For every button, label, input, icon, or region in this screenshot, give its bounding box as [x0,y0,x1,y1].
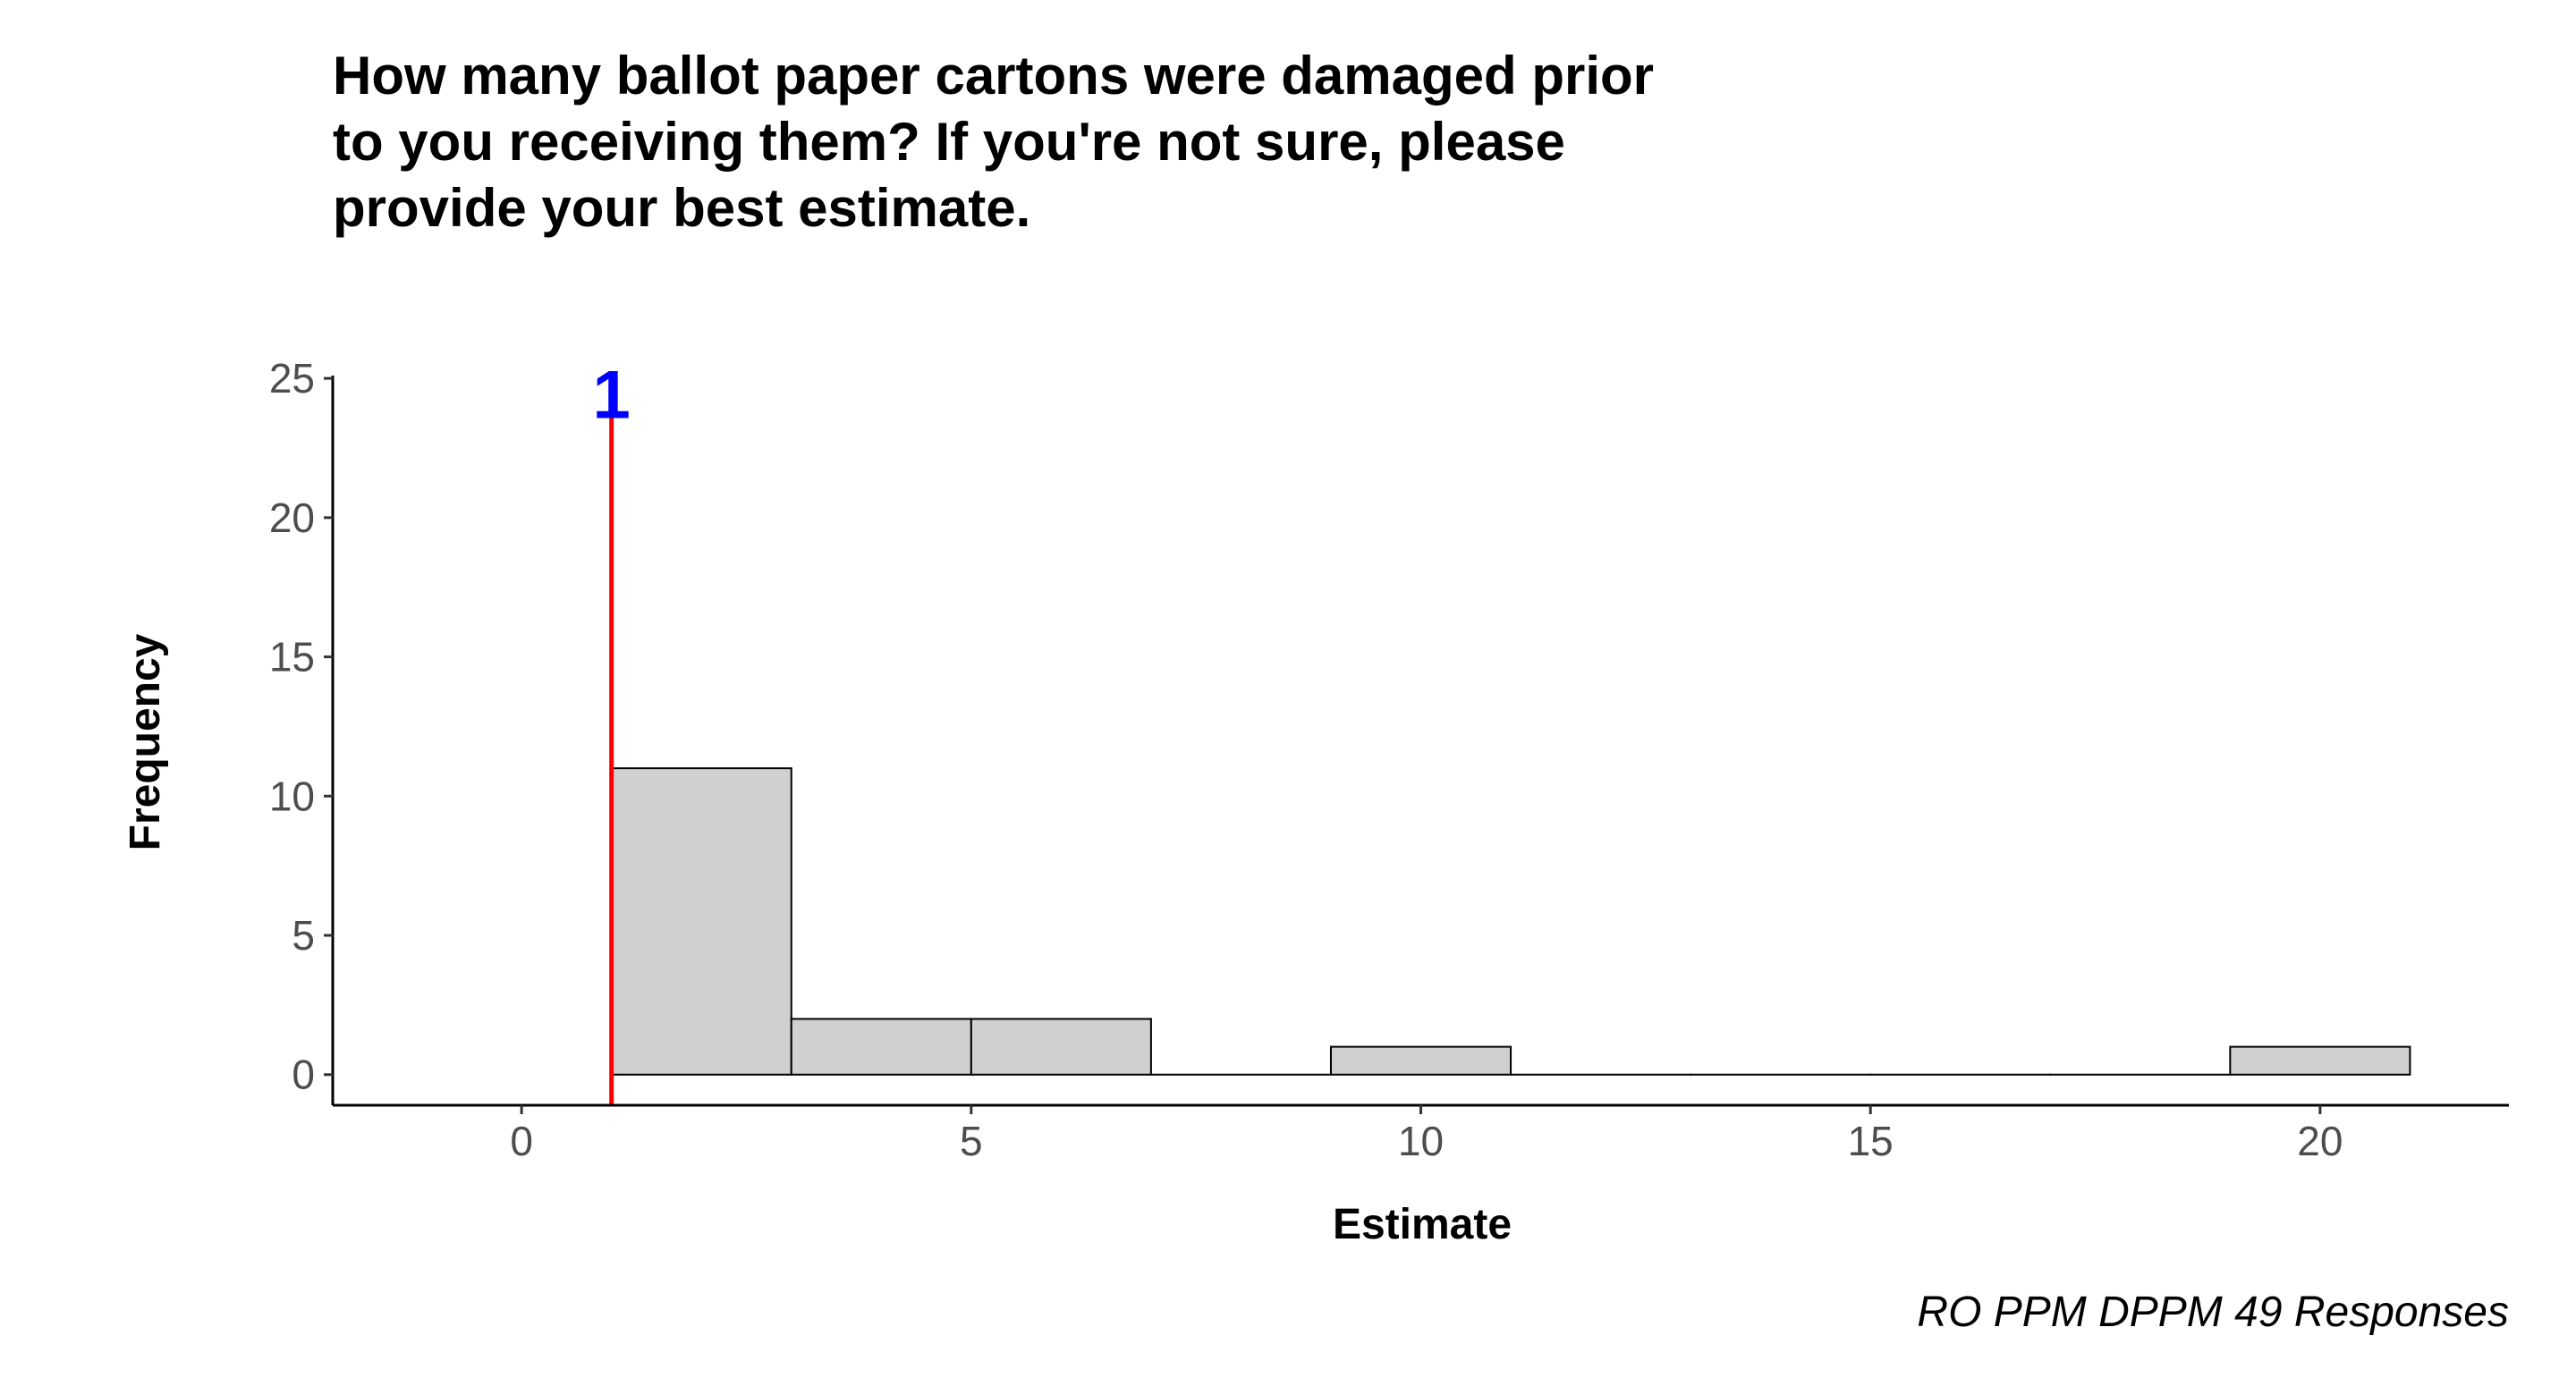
y-tick-label: 15 [269,634,315,681]
histogram-bar [792,1019,971,1074]
reference-line-label: 1 [593,358,631,434]
x-tick-label: 20 [2297,1118,2343,1164]
y-tick-label: 25 [269,355,315,402]
y-tick-label: 0 [292,1052,315,1098]
x-tick-label: 0 [510,1118,533,1164]
x-tick-label: 10 [1398,1118,1444,1164]
histogram-bar [2230,1047,2410,1075]
histogram-bars [612,768,2411,1075]
y-tick-label: 5 [292,912,315,959]
x-tick-label: 15 [1848,1118,1894,1164]
y-tick-label: 10 [269,773,315,819]
chart-title: How many ballot paper cartons were damag… [333,46,1654,238]
chart-caption: RO PPM DPPM 49 Responses [1917,1289,2509,1336]
y-tick-label: 20 [269,495,315,541]
histogram-bar [612,768,792,1075]
x-tick-label: 5 [960,1118,983,1164]
y-axis-label: Frequency [122,633,169,850]
axes: 0 5 10 15 20 25 0 5 10 15 20 [269,355,2509,1164]
chart-title-line: provide your best estimate. [333,178,1030,238]
chart-title-line: to you receiving them? If you're not sur… [333,112,1565,172]
histogram-bar [1331,1047,1511,1075]
x-axis-label: Estimate [1333,1201,1512,1248]
histogram-bar [971,1019,1151,1074]
chart-title-line: How many ballot paper cartons were damag… [333,46,1654,106]
